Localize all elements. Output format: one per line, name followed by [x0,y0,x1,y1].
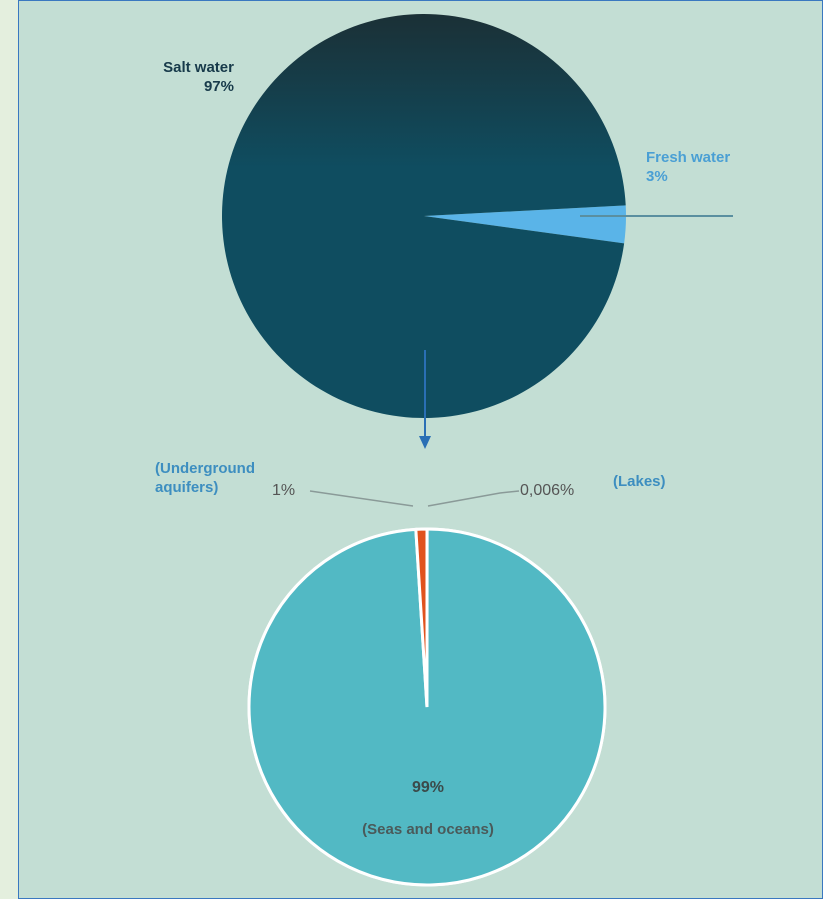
pie-slice [414,527,429,708]
pie-slice [424,205,626,244]
category-label: Fresh water [646,149,731,166]
leader-line [427,490,520,507]
value-label: 1% [272,482,296,499]
value-label: 97% [203,78,234,95]
category-label: (Lakes) [613,473,666,490]
category-label: Salt water [163,59,234,76]
slice-label: Salt water 97% [120,58,234,96]
pie-slice [221,14,626,419]
value-label: 0,006% [520,482,575,499]
category-label: (Underground aquifers) [155,460,255,496]
value-label: 3% [646,168,668,185]
arrow-head [419,436,431,449]
slice-label: Fresh water 3% [646,148,786,186]
leader-line [309,490,414,507]
category-label: (Seas and oceans) [362,821,494,838]
value-label: 99% [411,779,445,796]
